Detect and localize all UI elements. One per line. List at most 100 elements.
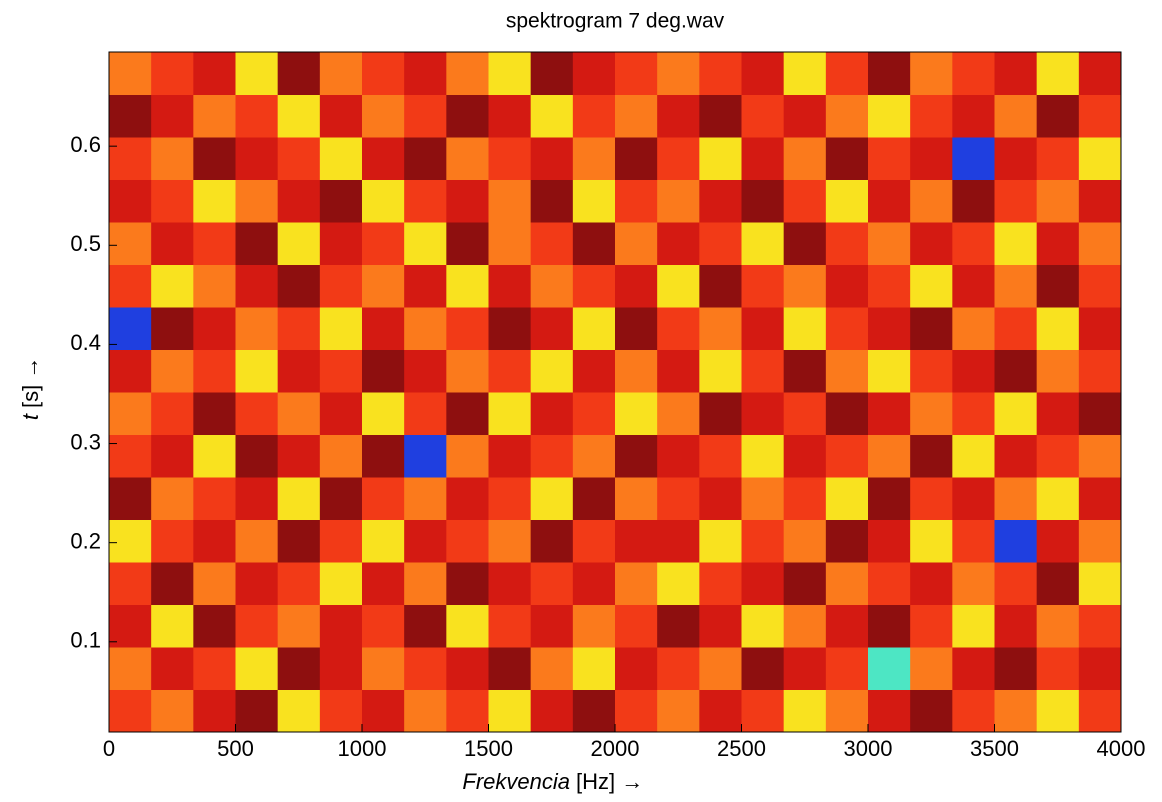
heatmap-cell — [404, 689, 447, 733]
heatmap-cell — [699, 477, 742, 520]
heatmap-cell — [910, 477, 953, 520]
heatmap-cell — [1078, 179, 1122, 223]
heatmap-cell — [488, 307, 532, 350]
heatmap-cell — [657, 264, 700, 308]
heatmap-cell — [277, 689, 321, 733]
heatmap-cell — [1036, 52, 1080, 95]
heatmap-cell — [657, 434, 700, 478]
x-tick-label: 2500 — [717, 736, 766, 761]
heatmap-cell — [741, 689, 785, 733]
heatmap-cell — [1036, 647, 1080, 690]
heatmap-cell — [362, 434, 405, 478]
heatmap-cell — [868, 222, 911, 265]
heatmap-cell — [910, 562, 953, 605]
x-tick-label: 500 — [217, 736, 254, 761]
heatmap-cell — [1078, 562, 1122, 605]
heatmap-cell — [109, 137, 152, 180]
heatmap-cell — [783, 392, 827, 435]
heatmap-cell — [699, 604, 742, 648]
heatmap-cell — [783, 307, 827, 350]
heatmap-cell — [446, 519, 489, 563]
heatmap-cell — [657, 519, 700, 563]
heatmap-cell — [572, 94, 616, 138]
heatmap-cell — [825, 434, 869, 478]
heatmap-cell — [277, 137, 321, 180]
heatmap-cell — [446, 434, 489, 478]
heatmap-cell — [235, 264, 279, 308]
heatmap-cell — [488, 349, 532, 393]
heatmap-cell — [404, 392, 447, 435]
heatmap-cell — [572, 562, 616, 605]
heatmap-cell — [699, 307, 742, 350]
heatmap-cell — [783, 222, 827, 265]
heatmap-cell — [193, 52, 236, 95]
heatmap-cell — [1036, 349, 1080, 393]
x-tick-label: 3500 — [970, 736, 1019, 761]
x-axis-unit: [Hz] → — [576, 769, 643, 794]
heatmap-cell — [657, 604, 700, 648]
heatmap-cell — [952, 604, 995, 648]
heatmap-cell — [109, 222, 152, 265]
heatmap-cell — [910, 349, 953, 393]
heatmap-cell — [446, 264, 489, 308]
heatmap-cell — [741, 307, 785, 350]
heatmap-cell — [910, 307, 953, 350]
heatmap-cell — [235, 94, 279, 138]
heatmap-cell — [362, 519, 405, 563]
heatmap-cell — [446, 604, 489, 648]
heatmap-cell — [868, 137, 911, 180]
heatmap-cell — [151, 604, 194, 648]
heatmap-cell — [151, 562, 194, 605]
heatmap-cell — [530, 52, 574, 95]
heatmap-cell — [277, 349, 321, 393]
heatmap-cell — [910, 94, 953, 138]
heatmap-cell — [825, 519, 869, 563]
heatmap-cell — [235, 647, 279, 690]
heatmap-cell — [741, 562, 785, 605]
heatmap-cell — [530, 562, 574, 605]
heatmap-cell — [193, 179, 236, 223]
heatmap-cell — [994, 52, 1038, 95]
y-tick-label: 0.4 — [70, 330, 101, 355]
heatmap-cell — [741, 179, 785, 223]
heatmap-cell — [404, 222, 447, 265]
heatmap-cell — [825, 94, 869, 138]
heatmap-cell — [151, 477, 194, 520]
heatmap-cell — [404, 562, 447, 605]
heatmap-cell — [699, 689, 742, 733]
heatmap-cell — [488, 604, 532, 648]
heatmap-cell — [362, 179, 405, 223]
heatmap-cell — [235, 137, 279, 180]
heatmap-cell — [362, 562, 405, 605]
heatmap-cell — [868, 434, 911, 478]
heatmap-cell — [572, 222, 616, 265]
heatmap-cell — [235, 349, 279, 393]
heatmap-cell — [572, 434, 616, 478]
heatmap-cell — [362, 604, 405, 648]
heatmap-cell — [277, 562, 321, 605]
heatmap-cell — [1036, 264, 1080, 308]
y-tick-label: 0.3 — [70, 429, 101, 454]
heatmap-cell — [699, 94, 742, 138]
heatmap-cell — [109, 94, 152, 138]
heatmap-cell — [699, 179, 742, 223]
heatmap-cell — [699, 392, 742, 435]
heatmap-cell — [109, 264, 152, 308]
heatmap-cell — [277, 264, 321, 308]
heatmap-cell — [488, 519, 532, 563]
chart-title: spektrogram 7 deg.wav — [506, 10, 725, 33]
heatmap-cell — [657, 349, 700, 393]
heatmap-cell — [109, 604, 152, 648]
heatmap-cell — [109, 179, 152, 223]
heatmap-cell — [699, 647, 742, 690]
heatmap-cell — [1078, 434, 1122, 478]
heatmap-cell — [109, 52, 152, 95]
heatmap-cell — [615, 137, 658, 180]
heatmap-cell — [362, 307, 405, 350]
heatmap-cell — [404, 477, 447, 520]
heatmap-cell — [952, 434, 995, 478]
heatmap-cell — [151, 179, 194, 223]
heatmap-cell — [952, 477, 995, 520]
heatmap-cell — [109, 307, 152, 350]
heatmap-cell — [615, 689, 658, 733]
